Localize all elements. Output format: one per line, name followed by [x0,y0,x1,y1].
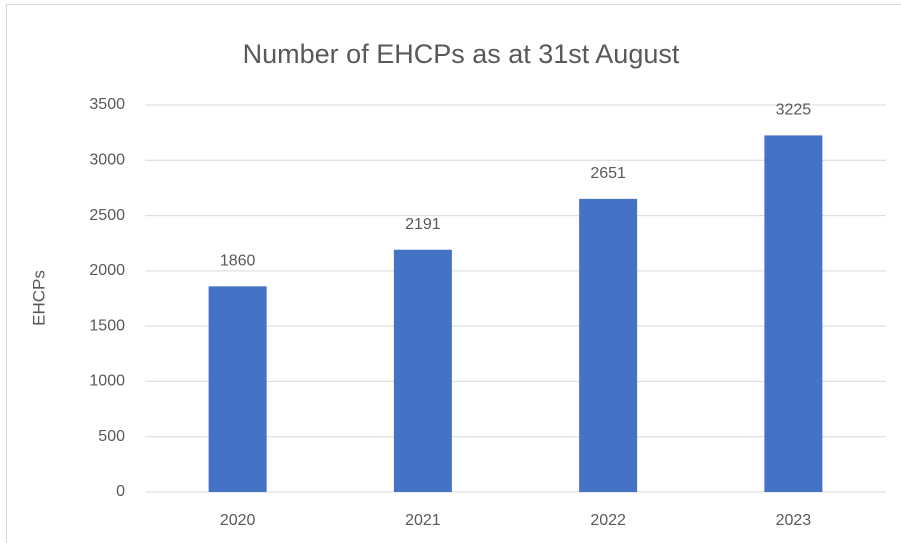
chart-border [6,4,901,543]
bar [579,198,638,493]
bar [208,286,267,492]
y-tick-label: 500 [98,428,125,445]
data-label: 3225 [776,102,812,119]
y-tick-label: 1000 [89,373,125,390]
y-tick-label: 2000 [89,262,125,279]
bar [764,135,823,492]
bar [393,249,452,492]
y-tick-label: 1500 [89,317,125,334]
y-axis-label: EHCPs [29,270,48,326]
y-tick-label: 0 [116,483,125,500]
x-tick-label: 2022 [590,512,626,529]
data-label: 2651 [590,165,626,182]
x-tick-label: 2020 [220,512,256,529]
data-label: 2191 [405,216,441,233]
x-tick-label: 2021 [405,512,441,529]
chart-title: Number of EHCPs as at 31st August [243,39,680,69]
y-tick-label: 3500 [89,96,125,113]
data-label: 1860 [220,253,256,270]
x-tick-label: 2023 [776,512,812,529]
y-tick-label: 2500 [89,207,125,224]
y-tick-label: 3000 [89,152,125,169]
